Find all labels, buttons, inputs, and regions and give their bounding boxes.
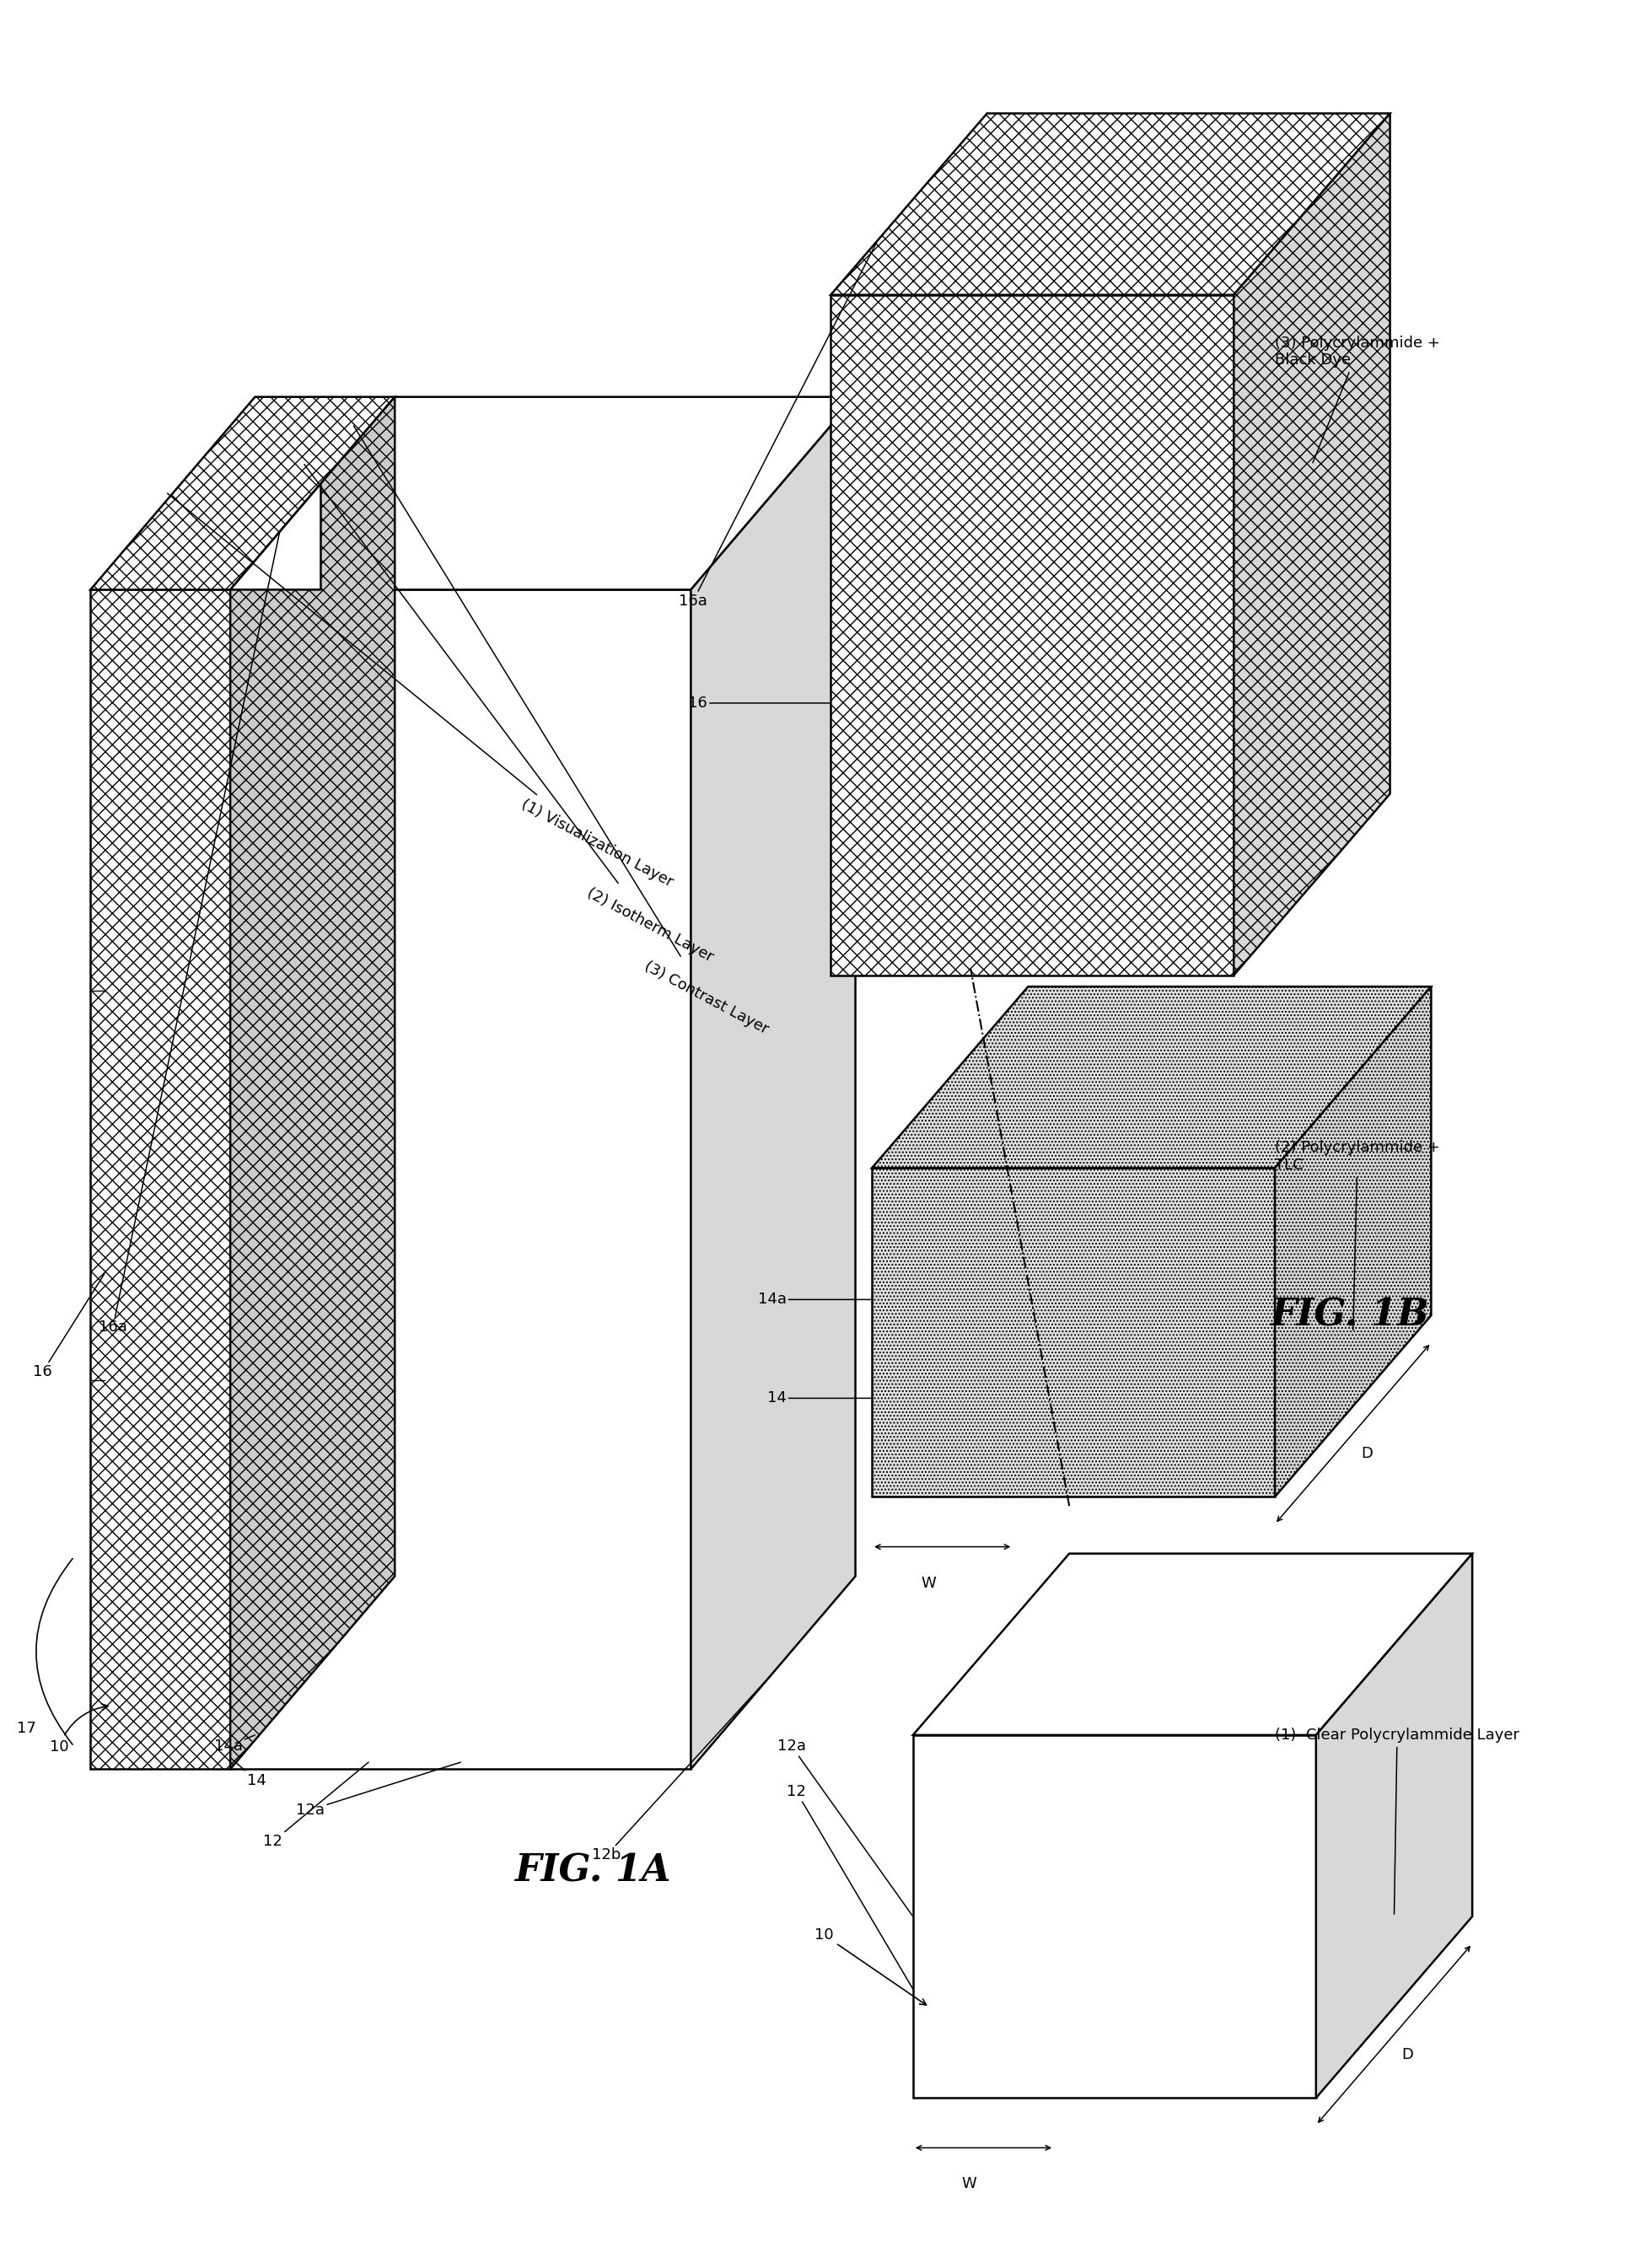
Polygon shape: [230, 483, 321, 590]
Polygon shape: [691, 397, 855, 1769]
Text: (2) Polycrylammide +
TLC: (2) Polycrylammide + TLC: [1275, 1141, 1439, 1329]
Polygon shape: [90, 590, 230, 1769]
Text: 14: 14: [230, 1758, 266, 1787]
Text: 17: 17: [16, 1721, 36, 1735]
Text: 14a: 14a: [214, 1735, 255, 1753]
Polygon shape: [1275, 987, 1431, 1497]
Polygon shape: [230, 590, 691, 1769]
Text: FIG. 1B: FIG. 1B: [1270, 1297, 1428, 1334]
Text: 10: 10: [814, 1928, 926, 2005]
Text: 10: 10: [49, 1703, 109, 1753]
Polygon shape: [872, 987, 1431, 1168]
Polygon shape: [872, 1168, 1275, 1497]
Text: (2) Isotherm Layer: (2) Isotherm Layer: [304, 465, 716, 966]
Polygon shape: [831, 295, 1234, 975]
Text: (3) Polycrylammide +
Black Dye: (3) Polycrylammide + Black Dye: [1275, 336, 1439, 463]
Text: (1) Visualization Layer: (1) Visualization Layer: [168, 494, 676, 891]
Text: FIG. 1A: FIG. 1A: [513, 1853, 671, 1889]
Text: W: W: [921, 1576, 936, 1590]
Polygon shape: [230, 397, 855, 590]
Text: 12a: 12a: [778, 1740, 913, 1916]
Polygon shape: [90, 397, 395, 590]
Text: (1)  Clear Polycrylammide Layer: (1) Clear Polycrylammide Layer: [1275, 1728, 1520, 1914]
Text: D: D: [1360, 1447, 1372, 1461]
Text: D: D: [1402, 2048, 1413, 2062]
Text: (3) Contrast Layer: (3) Contrast Layer: [354, 426, 772, 1036]
Text: 12b: 12b: [592, 1674, 773, 1862]
Text: 16: 16: [688, 696, 831, 710]
Text: 14a: 14a: [758, 1293, 872, 1306]
Text: 16a: 16a: [99, 533, 280, 1334]
Text: 14: 14: [767, 1390, 872, 1406]
Polygon shape: [1234, 113, 1390, 975]
Text: 12a: 12a: [296, 1762, 461, 1817]
Text: 12: 12: [786, 1785, 913, 1989]
Polygon shape: [913, 1735, 1316, 2098]
Polygon shape: [1316, 1554, 1472, 2098]
Polygon shape: [913, 1554, 1472, 1735]
Polygon shape: [831, 113, 1390, 295]
Text: 16a: 16a: [679, 240, 878, 608]
Polygon shape: [230, 397, 395, 1769]
Text: W: W: [962, 2177, 977, 2191]
Text: 16: 16: [33, 1275, 105, 1379]
Text: 12: 12: [263, 1762, 368, 1848]
